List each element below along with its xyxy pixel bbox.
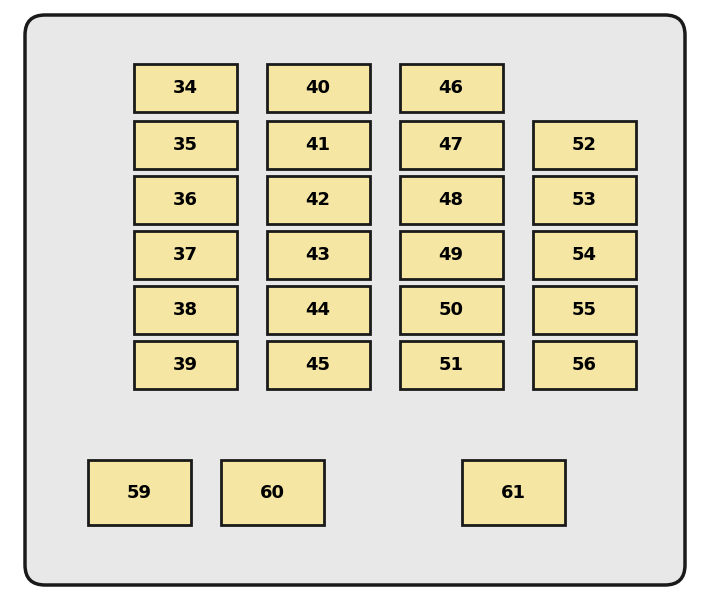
- Text: 38: 38: [172, 301, 198, 319]
- Text: 56: 56: [571, 356, 597, 374]
- FancyBboxPatch shape: [400, 341, 503, 389]
- Text: 52: 52: [571, 136, 597, 154]
- Text: 61: 61: [501, 484, 526, 501]
- Text: 59: 59: [127, 484, 152, 501]
- Text: 36: 36: [172, 191, 198, 209]
- FancyBboxPatch shape: [133, 176, 236, 224]
- FancyBboxPatch shape: [533, 121, 636, 169]
- FancyBboxPatch shape: [88, 460, 191, 525]
- Text: 34: 34: [172, 79, 198, 97]
- FancyBboxPatch shape: [133, 231, 236, 279]
- Text: 51: 51: [439, 356, 463, 374]
- Text: 43: 43: [306, 246, 330, 264]
- FancyBboxPatch shape: [533, 231, 636, 279]
- FancyBboxPatch shape: [133, 64, 236, 112]
- Text: 40: 40: [306, 79, 330, 97]
- Text: 39: 39: [172, 356, 198, 374]
- Text: 44: 44: [306, 301, 330, 319]
- FancyBboxPatch shape: [266, 121, 369, 169]
- FancyBboxPatch shape: [266, 286, 369, 334]
- Text: 37: 37: [172, 246, 198, 264]
- FancyBboxPatch shape: [462, 460, 565, 525]
- FancyBboxPatch shape: [533, 286, 636, 334]
- FancyBboxPatch shape: [133, 121, 236, 169]
- FancyBboxPatch shape: [400, 64, 503, 112]
- FancyBboxPatch shape: [266, 231, 369, 279]
- Text: 42: 42: [306, 191, 330, 209]
- FancyBboxPatch shape: [266, 64, 369, 112]
- Text: 49: 49: [439, 246, 463, 264]
- FancyBboxPatch shape: [400, 286, 503, 334]
- Text: 53: 53: [571, 191, 597, 209]
- Text: 41: 41: [306, 136, 330, 154]
- Text: 46: 46: [439, 79, 463, 97]
- FancyBboxPatch shape: [133, 286, 236, 334]
- FancyBboxPatch shape: [400, 121, 503, 169]
- Text: 54: 54: [571, 246, 597, 264]
- FancyBboxPatch shape: [400, 176, 503, 224]
- Text: 55: 55: [571, 301, 597, 319]
- FancyBboxPatch shape: [266, 341, 369, 389]
- Text: 45: 45: [306, 356, 330, 374]
- Text: 47: 47: [439, 136, 463, 154]
- Text: 60: 60: [260, 484, 285, 501]
- FancyBboxPatch shape: [221, 460, 324, 525]
- FancyBboxPatch shape: [133, 341, 236, 389]
- Text: 48: 48: [438, 191, 463, 209]
- FancyBboxPatch shape: [400, 231, 503, 279]
- FancyBboxPatch shape: [266, 176, 369, 224]
- FancyBboxPatch shape: [25, 15, 685, 585]
- Text: 50: 50: [439, 301, 463, 319]
- FancyBboxPatch shape: [533, 341, 636, 389]
- FancyBboxPatch shape: [533, 176, 636, 224]
- Text: 35: 35: [172, 136, 198, 154]
